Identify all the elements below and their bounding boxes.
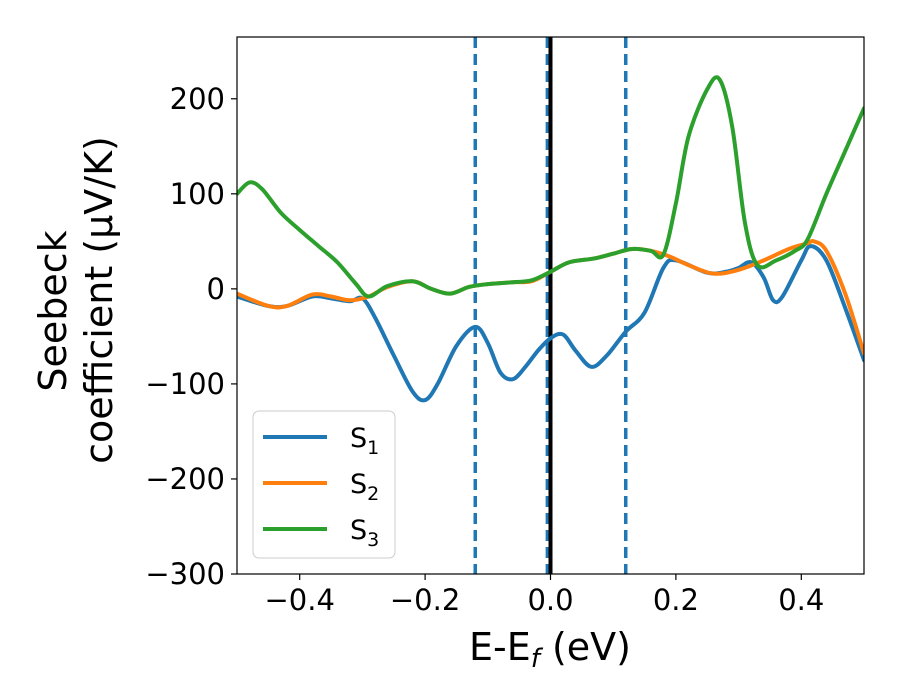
legend-label-s3: S3 — [350, 515, 379, 551]
x-tick-label: −0.2 — [390, 583, 460, 617]
y-axis-label-line2: coefficient (μV/K) — [77, 136, 121, 464]
series-line-s1 — [237, 244, 864, 403]
y-tick-label: −300 — [145, 557, 225, 591]
x-tick-label: −0.4 — [264, 583, 334, 617]
y-tick-label: 100 — [170, 177, 225, 211]
y-tick-label: 200 — [170, 82, 225, 116]
x-tick-label: 0.4 — [778, 583, 824, 617]
x-axis-label: E-Ef (eV) — [469, 625, 631, 674]
legend-label-s1: S1 — [350, 423, 379, 459]
legend: S1 S2 S3 — [252, 410, 396, 559]
x-tick-label: 0.2 — [653, 583, 699, 617]
y-tick-label: −100 — [145, 367, 225, 401]
y-tick-label: 0 — [207, 272, 225, 306]
legend-label-s2: S2 — [350, 469, 379, 505]
y-tick-label: −200 — [145, 462, 225, 496]
x-tick-label: 0.0 — [527, 583, 573, 617]
series-line-s3 — [237, 75, 864, 299]
y-axis-label-line1: Seebeck — [31, 230, 75, 391]
